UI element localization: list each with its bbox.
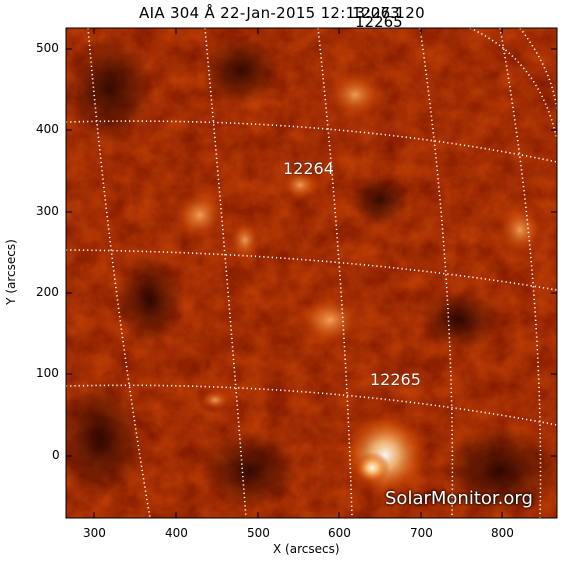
y-tick-label: 200 bbox=[36, 285, 59, 299]
heliographic-grid bbox=[66, 28, 557, 518]
x-tick-label: 700 bbox=[410, 526, 433, 540]
x-tick-label: 300 bbox=[83, 526, 106, 540]
x-tick-label: 800 bbox=[491, 526, 514, 540]
title-overlap-label-1: 12263 bbox=[352, 4, 400, 22]
y-tick-label: 0 bbox=[52, 448, 60, 462]
x-tick-label: 600 bbox=[328, 526, 351, 540]
y-axis-title: Y (arcsecs) bbox=[3, 239, 18, 305]
solarmonitor-watermark: SolarMonitor.org bbox=[385, 488, 533, 509]
solar-image bbox=[66, 28, 557, 518]
plot-frame bbox=[65, 27, 558, 519]
x-tick-label: 400 bbox=[165, 526, 188, 540]
plot-title-text: AIA 304 Å 22-Jan-2015 12:13:07.120 bbox=[139, 4, 425, 22]
x-axis-title: X (arcsecs) bbox=[273, 542, 340, 556]
active-region-label: 12265 bbox=[370, 370, 421, 389]
plot-title: AIA 304 Å 22-Jan-2015 12:13:07.120 bbox=[0, 4, 564, 22]
y-tick-label: 500 bbox=[36, 41, 59, 55]
active-region-label: 12264 bbox=[283, 159, 334, 178]
title-overlap-label-2: 12265 bbox=[355, 13, 403, 31]
x-tick-label: 500 bbox=[247, 526, 270, 540]
y-tick-label: 400 bbox=[36, 122, 59, 136]
y-tick-label: 100 bbox=[36, 366, 59, 380]
tick-marks bbox=[66, 28, 557, 518]
y-tick-label: 300 bbox=[36, 204, 59, 218]
